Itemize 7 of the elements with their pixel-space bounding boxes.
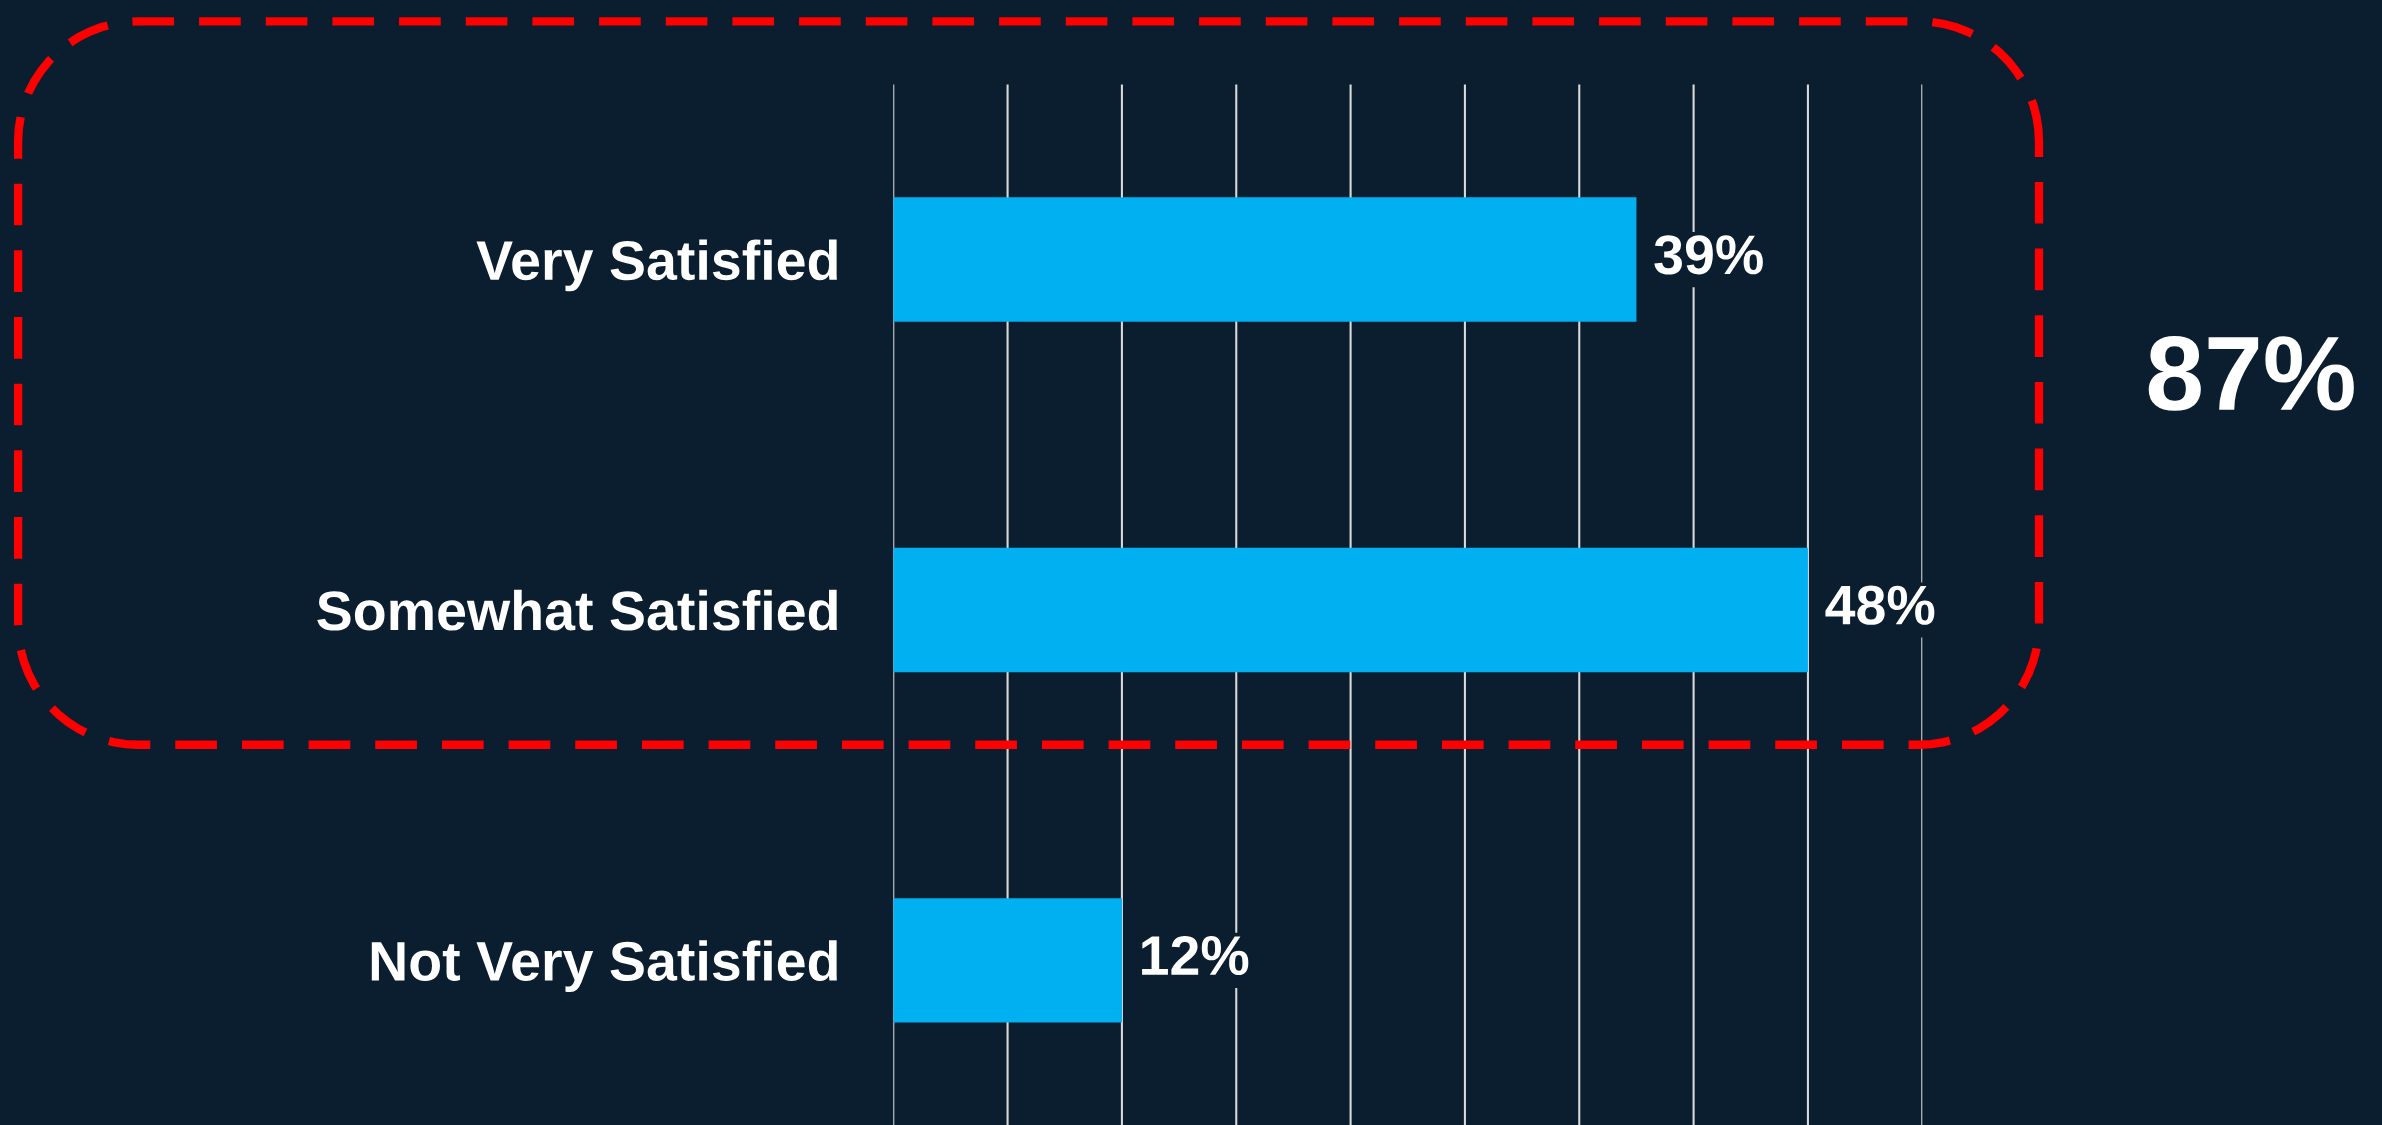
data-label: 12% — [1142, 935, 1249, 976]
text: 87% — [2148, 336, 2354, 411]
y-tick-label: Not Very Satisfied — [371, 940, 837, 992]
data-label: 39% — [1654, 235, 1763, 275]
data-label: 48% — [1825, 585, 1935, 625]
y-tick-label: Very Satisfied — [476, 239, 837, 292]
y-tick-label: Somewhat Satisfied — [317, 589, 837, 631]
